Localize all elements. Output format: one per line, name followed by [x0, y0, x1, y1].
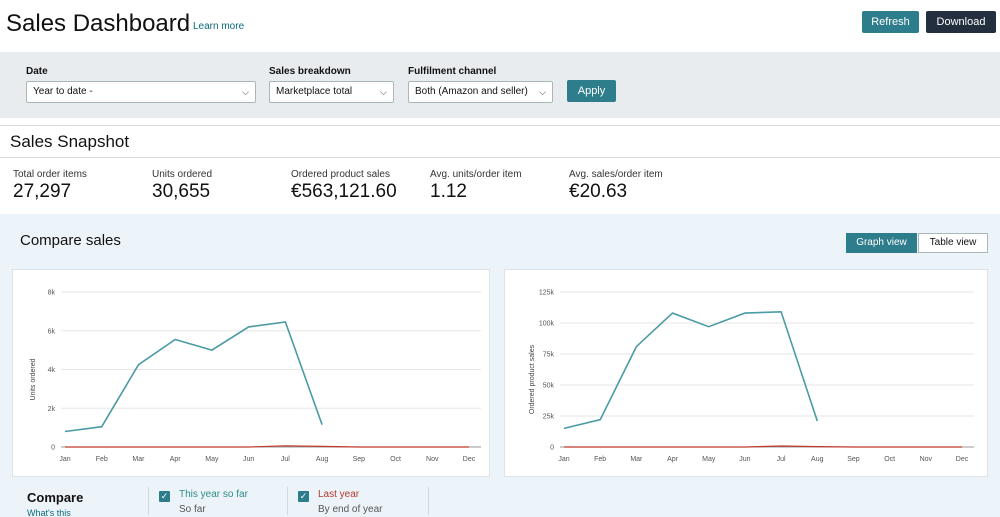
last-year-label: Last year	[318, 489, 360, 500]
x-tick-label: Mar	[132, 456, 145, 463]
y-tick-label: 8k	[48, 290, 56, 297]
x-tick-label: Jan	[59, 456, 70, 463]
x-tick-label: Aug	[316, 456, 329, 463]
compare-label: Compare	[27, 490, 84, 505]
x-tick-label: Mar	[630, 456, 643, 463]
units-ordered-chart: 0 2k 4k 6k 8k Jan Feb Mar Apr May Jun Jul Aug Sep Oct N…	[12, 269, 490, 477]
metric-value: 30,655	[152, 181, 211, 202]
sales-breakdown-value: Marketplace total	[276, 86, 353, 97]
fulfilment-channel-value: Both (Amazon and seller)	[415, 86, 528, 97]
last-year-series-line	[564, 445, 962, 448]
last-year-checkbox[interactable]: ✓	[298, 491, 309, 502]
fulfilment-channel-select[interactable]: Both (Amazon and seller) ⌵	[408, 81, 553, 103]
x-tick-label: Jul	[281, 456, 290, 463]
date-label: Date	[26, 66, 48, 77]
x-tick-label: Apr	[170, 456, 182, 463]
x-tick-label: Apr	[667, 456, 679, 463]
y-tick-label: 0	[51, 445, 55, 452]
x-tick-label: Aug	[811, 456, 824, 463]
chevron-down-icon: ⌵	[539, 87, 546, 97]
y-tick-label: 125k	[539, 290, 555, 297]
this-year-sublabel: So far	[179, 504, 206, 515]
this-year-series-line	[64, 321, 323, 433]
metric-value: €563,121.60	[291, 181, 397, 202]
metric-label: Avg. units/order item	[430, 169, 522, 180]
x-tick-label: Sep	[847, 456, 860, 463]
divider	[148, 487, 149, 515]
y-tick-label: 50k	[543, 383, 555, 390]
this-year-label: This year so far	[179, 489, 248, 500]
x-tick-label: Dec	[956, 456, 969, 463]
metric-value: 27,297	[13, 181, 72, 202]
snapshot-title: Sales Snapshot	[10, 132, 130, 151]
refresh-button[interactable]: Refresh	[862, 11, 919, 33]
x-tick-label: Jun	[243, 456, 254, 463]
page-title: Sales Dashboard	[6, 10, 191, 37]
this-year-checkbox[interactable]: ✓	[159, 491, 170, 502]
learn-more-link[interactable]: Learn more	[193, 21, 245, 32]
y-axis-title: Units ordered	[30, 358, 37, 400]
divider	[287, 487, 288, 515]
chevron-down-icon: ⌵	[380, 87, 387, 97]
header: Sales Dashboard Learn more Refresh Downl…	[0, 0, 1000, 50]
ordered-product-sales-chart: 0 25k 50k 75k 100k 125k Jan Feb Mar Apr May Jun Jul A…	[504, 269, 988, 477]
last-year-series-line	[65, 445, 469, 448]
metric-label: Units ordered	[152, 169, 213, 180]
metric-value: €20.63	[569, 181, 628, 202]
x-tick-label: Jan	[558, 456, 569, 463]
x-tick-label: Sep	[353, 456, 366, 463]
divider	[0, 157, 1000, 158]
y-tick-label: 4k	[48, 367, 56, 374]
x-tick-label: Dec	[463, 456, 476, 463]
apply-button[interactable]: Apply	[567, 80, 616, 102]
y-tick-label: 2k	[48, 406, 56, 413]
date-select[interactable]: Year to date - ⌵	[26, 81, 256, 103]
x-tick-label: May	[205, 456, 219, 463]
last-year-sublabel: By end of year	[318, 504, 383, 515]
ordered-product-sales-chart-svg: 0 25k 50k 75k 100k 125k Jan Feb Mar Apr May Jun Jul A…	[529, 290, 974, 463]
y-tick-label: 25k	[543, 414, 555, 421]
units-ordered-chart-svg: 0 2k 4k 6k 8k Jan Feb Mar Apr May Jun Jul Aug Sep Oct N…	[30, 290, 481, 463]
fulfilment-channel-label: Fulfilment channel	[408, 66, 497, 77]
chevron-down-icon: ⌵	[242, 87, 249, 97]
graph-view-button[interactable]: Graph view	[846, 233, 917, 253]
table-view-button[interactable]: Table view	[918, 233, 988, 253]
x-tick-label: Jun	[739, 456, 750, 463]
x-tick-label: Jul	[777, 456, 786, 463]
x-tick-label: Feb	[96, 456, 108, 463]
whats-this-link[interactable]: What's this	[27, 508, 71, 517]
sales-breakdown-select[interactable]: Marketplace total ⌵	[269, 81, 394, 103]
metric-label: Avg. sales/order item	[569, 169, 663, 180]
date-select-value: Year to date -	[33, 86, 93, 97]
x-tick-label: Oct	[390, 456, 401, 463]
y-tick-label: 0	[550, 445, 554, 452]
x-tick-label: Nov	[920, 456, 933, 463]
x-tick-label: May	[702, 456, 716, 463]
y-tick-label: 75k	[543, 352, 555, 359]
y-tick-label: 100k	[539, 321, 555, 328]
compare-sales-title: Compare sales	[20, 232, 121, 249]
this-year-series-line	[563, 310, 819, 430]
x-tick-label: Nov	[426, 456, 439, 463]
x-tick-label: Feb	[594, 456, 606, 463]
metric-value: 1.12	[430, 181, 467, 202]
download-button[interactable]: Download	[926, 11, 996, 33]
metric-label: Ordered product sales	[291, 169, 390, 180]
x-tick-label: Oct	[884, 456, 895, 463]
sales-breakdown-label: Sales breakdown	[269, 66, 351, 77]
y-tick-label: 6k	[48, 328, 56, 335]
y-axis-title: Ordered product sales	[529, 344, 536, 414]
divider	[0, 125, 1000, 126]
divider	[428, 487, 429, 515]
metric-label: Total order items	[13, 169, 87, 180]
